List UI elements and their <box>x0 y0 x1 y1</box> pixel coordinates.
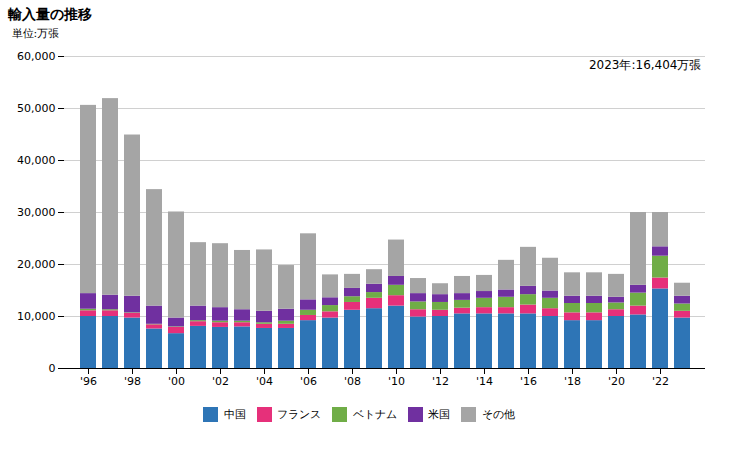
svg-text:'12: '12 <box>432 375 449 388</box>
svg-text:'16: '16 <box>520 375 537 388</box>
svg-text:'10: '10 <box>388 375 405 388</box>
html-text:輸入量の推移: 輸入量の推移 <box>8 6 92 22</box>
svg-text:'14: '14 <box>476 375 493 388</box>
html-text:ベトナム: ベトナム <box>352 408 397 421</box>
svg-text:'98: '98 <box>124 375 141 388</box>
svg-text:'08: '08 <box>344 375 361 388</box>
svg-text:'18: '18 <box>564 375 581 388</box>
svg-text:40,000: 40,000 <box>17 154 56 167</box>
html-text:米国: 米国 <box>428 408 451 421</box>
svg-text:0: 0 <box>49 362 56 375</box>
svg-text:'20: '20 <box>608 375 625 388</box>
svg-text:20,000: 20,000 <box>17 258 56 271</box>
html-text:その他: その他 <box>481 408 515 421</box>
svg-text:2023年:16,404万張: 2023年:16,404万張 <box>589 58 702 72</box>
svg-text:50,000: 50,000 <box>17 102 56 115</box>
svg-text:10,000: 10,000 <box>17 310 56 323</box>
html-text:フランス: フランス <box>277 408 322 421</box>
svg-text:'04: '04 <box>256 375 273 388</box>
html-text:中国: 中国 <box>223 408 246 421</box>
svg-text:30,000: 30,000 <box>17 206 56 219</box>
svg-text:'22: '22 <box>652 375 669 388</box>
svg-text:'02: '02 <box>212 375 229 388</box>
svg-text:'96: '96 <box>80 375 97 388</box>
svg-text:'00: '00 <box>168 375 185 388</box>
svg-text:60,000: 60,000 <box>17 50 56 63</box>
svg-text:単位:万張: 単位:万張 <box>12 27 60 40</box>
svg-text:'06: '06 <box>300 375 317 388</box>
